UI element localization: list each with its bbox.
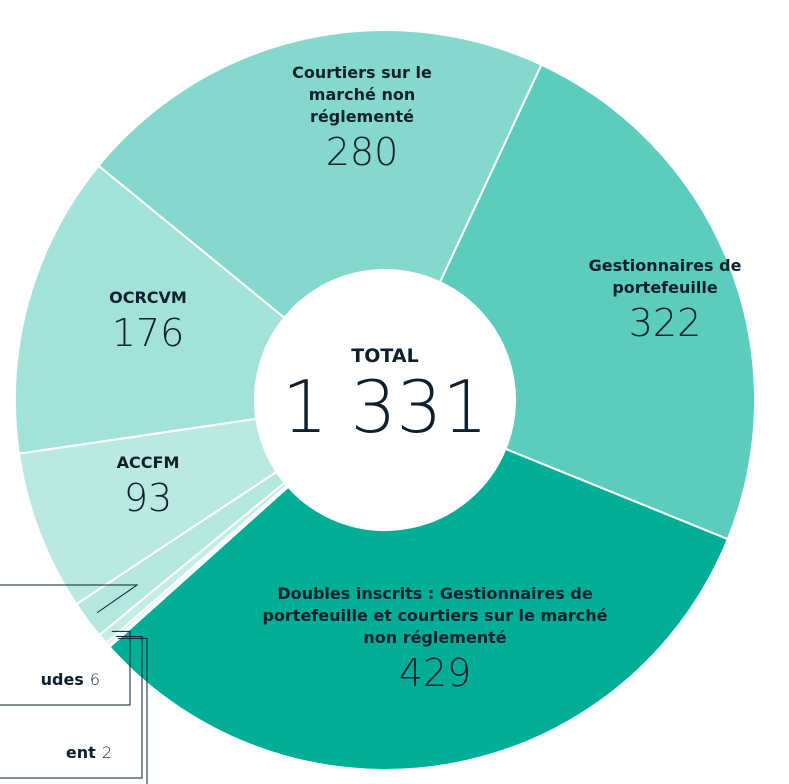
callout-label: udes 6 [41,670,100,689]
slice-value: 93 [123,476,173,520]
slice-label: Gestionnaires de portefeuille 322 [575,255,755,347]
total-value: 1 331 [281,365,489,449]
center-label: TOTAL 1 331 [275,345,495,447]
callout-line [0,635,143,779]
callout-value: 6 [90,670,100,689]
callout-name: udes [41,670,84,689]
slice [14,164,286,455]
slice-value: 176 [111,311,185,355]
slice-name: Courtiers sur le marché non réglementé [292,63,432,126]
slice-name: Gestionnaires de portefeuille [588,256,742,297]
slice-value: 280 [325,130,399,174]
slice-label: ACCFM 93 [88,452,208,522]
callout-value: 2 [102,743,112,762]
slice-label: OCRCVM 176 [88,287,208,357]
callout-line [0,630,131,706]
slice-name: ACCFM [116,453,180,472]
total-title: TOTAL [351,345,419,367]
slice-name: Doubles inscrits : Gestionnaires de port… [262,584,608,647]
slice-value: 322 [628,301,702,345]
slice-label: Courtiers sur le marché non réglementé 28… [277,62,447,176]
callout-name: ent [66,743,96,762]
slice [438,63,756,541]
slice-name: OCRCVM [109,288,187,307]
slice [97,29,543,320]
slice-label: Doubles inscrits : Gestionnaires de port… [250,583,620,697]
callout-line [0,584,139,614]
slice-value: 429 [398,651,472,695]
callout-line [117,637,148,784]
callout-label: ent 2 [66,743,112,762]
slice [108,447,730,771]
center-hole [256,271,514,529]
